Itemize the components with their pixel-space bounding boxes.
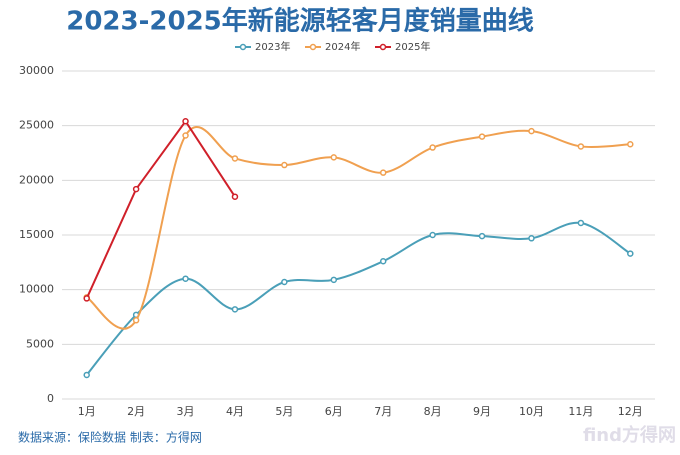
x-tick-label: 9月 (473, 405, 491, 418)
legend-marker (309, 43, 317, 51)
legend-label: 2025年 (395, 40, 430, 53)
y-tick-label: 0 (47, 392, 54, 405)
point (429, 144, 436, 151)
x-tick-label: 2月 (127, 405, 145, 418)
legend-marker (379, 43, 387, 51)
y-tick-label: 30000 (19, 64, 54, 77)
x-tick-label: 7月 (374, 405, 392, 418)
y-tick-label: 5000 (26, 337, 54, 350)
point (231, 155, 239, 162)
point (528, 235, 535, 242)
x-tick-label: 6月 (325, 405, 343, 418)
point (577, 143, 585, 150)
point (478, 232, 486, 240)
x-tick-label: 12月 (618, 405, 643, 418)
y-tick-label: 20000 (19, 173, 54, 186)
point (132, 185, 140, 193)
chart-title: 2023-2025年新能源轻客月度销量曲线 (66, 6, 534, 37)
point (528, 127, 535, 135)
x-tick-label: 1月 (78, 405, 96, 418)
legend-label: 2023年 (255, 40, 290, 53)
watermark: find方得网 (583, 424, 676, 446)
y-tick-label: 25000 (19, 119, 54, 132)
point (577, 219, 585, 227)
series-line (86, 126, 631, 330)
series-line (85, 221, 631, 376)
point (379, 169, 387, 176)
x-tick-label: 8月 (424, 405, 442, 418)
point (83, 371, 90, 379)
point (330, 154, 338, 161)
point (627, 141, 634, 148)
x-tick-label: 3月 (177, 405, 195, 418)
legend-label: 2024年 (325, 40, 360, 53)
x-tick-label: 4月 (226, 405, 244, 418)
series-line (85, 119, 236, 299)
point (182, 132, 189, 139)
legend-marker (239, 43, 247, 51)
point (231, 306, 239, 313)
x-tick-label: 10月 (519, 405, 544, 418)
point (182, 275, 189, 282)
point (132, 317, 140, 324)
x-tick-label: 5月 (275, 405, 293, 418)
footnote: 数据来源：保险数据 制表：方得网 (18, 430, 202, 445)
y-tick-label: 10000 (19, 283, 54, 296)
point (281, 161, 288, 169)
point (182, 118, 189, 125)
point (627, 250, 634, 257)
point (83, 295, 90, 302)
y-tick-label: 15000 (19, 228, 54, 241)
point (281, 278, 288, 286)
point (429, 231, 436, 239)
point (330, 276, 338, 284)
point (379, 257, 387, 265)
x-tick-label: 11月 (568, 405, 593, 418)
point (231, 193, 239, 200)
point (478, 133, 486, 140)
